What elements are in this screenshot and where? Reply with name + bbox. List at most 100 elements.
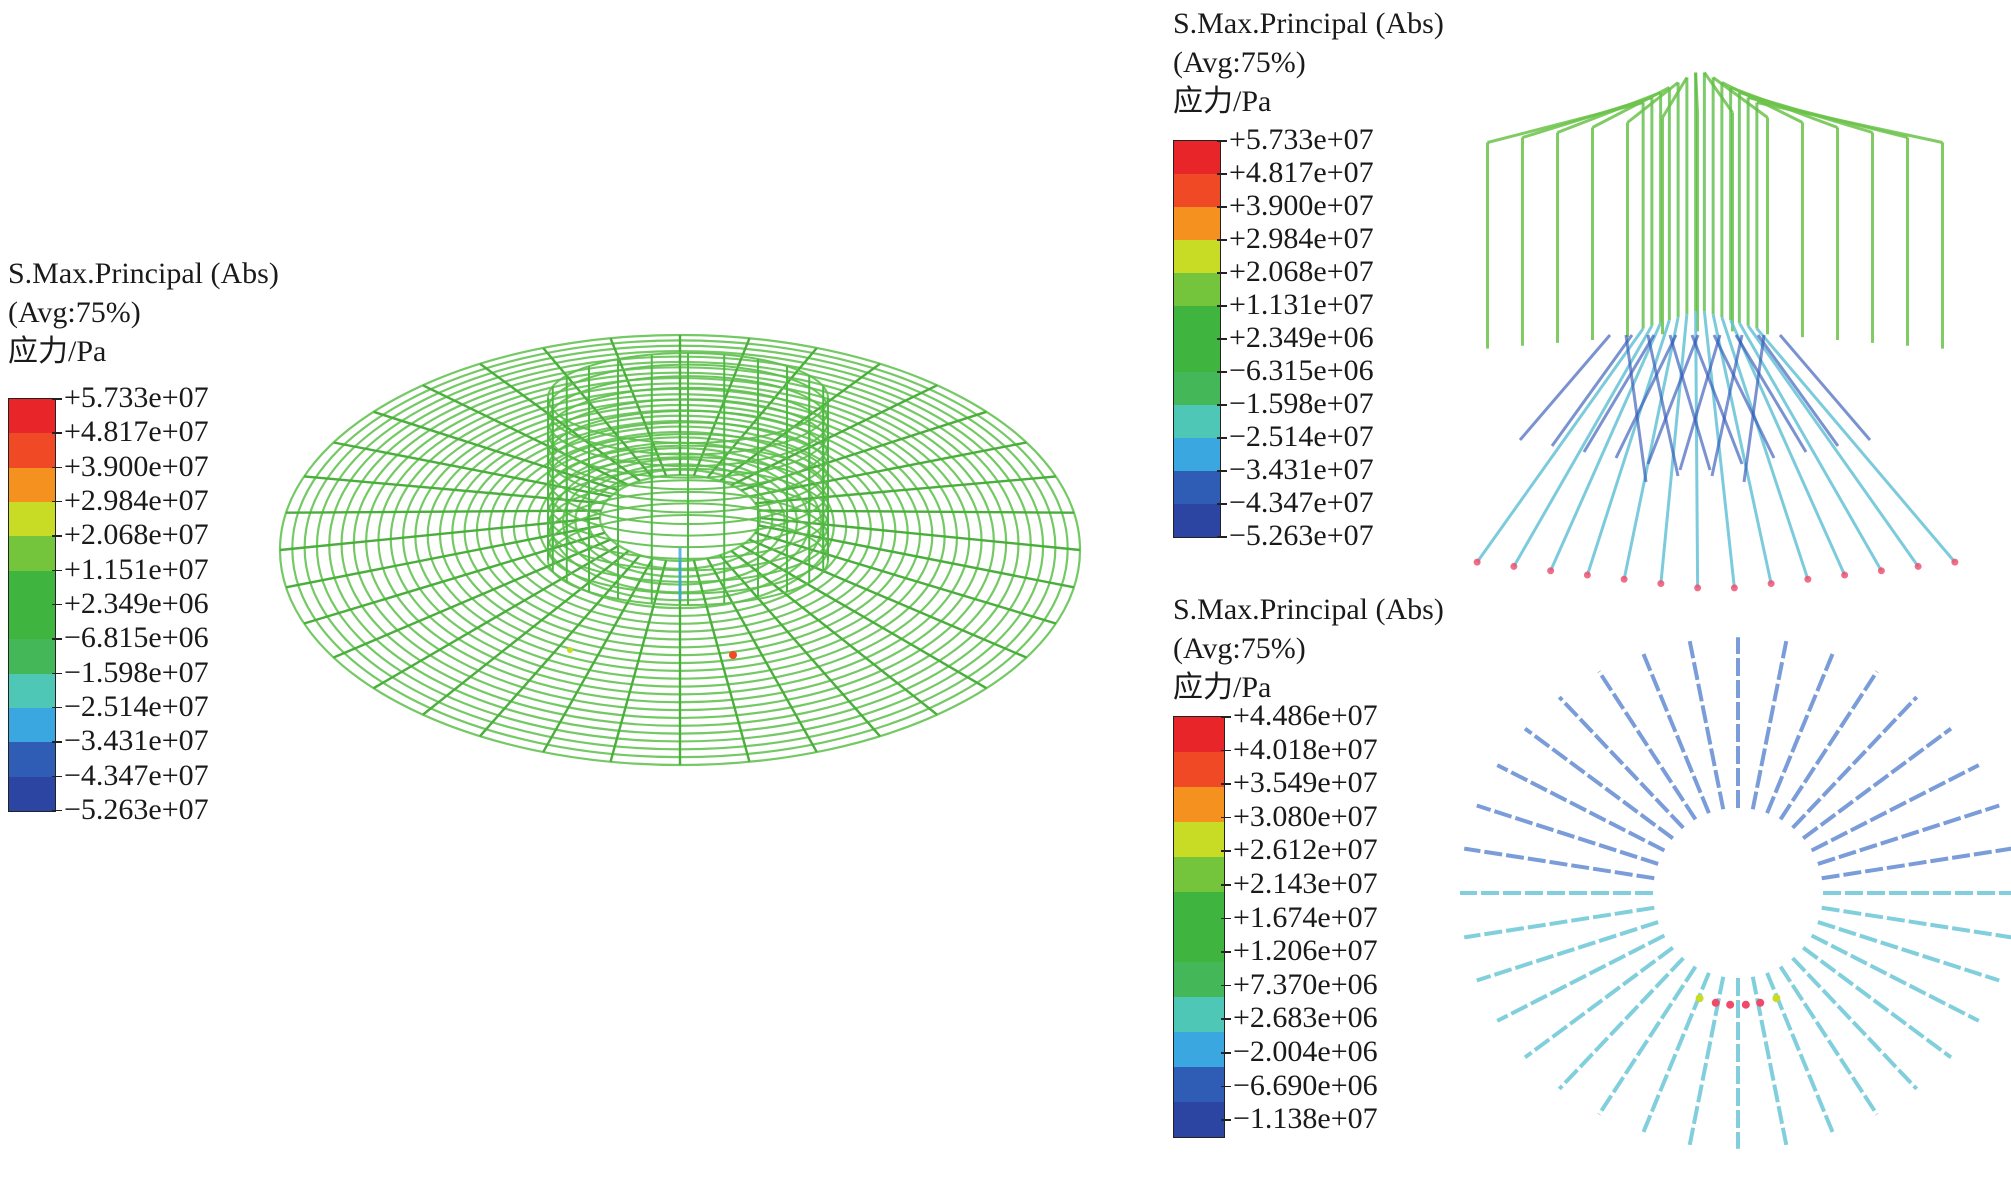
legend-tick bbox=[1217, 338, 1227, 340]
radial-beam bbox=[1690, 641, 1724, 809]
legend-tick bbox=[1217, 371, 1227, 373]
color-swatch bbox=[1174, 438, 1220, 471]
legend-tick bbox=[1221, 951, 1231, 953]
legend-subtitle: (Avg:75%) bbox=[8, 293, 268, 332]
legend-tick bbox=[1217, 437, 1227, 439]
legend-value: +1.131e+07 bbox=[1229, 288, 1374, 322]
stress-legend-side-view: S.Max.Principal (Abs) (Avg:75%) 应力/Pa +5… bbox=[1173, 4, 1473, 564]
legend-value: +2.683e+06 bbox=[1233, 1001, 1378, 1035]
legend-tick bbox=[52, 638, 62, 640]
legend-tick bbox=[52, 535, 62, 537]
legend-value: +1.674e+07 bbox=[1233, 901, 1378, 935]
legend-value: +4.817e+07 bbox=[1229, 156, 1374, 190]
stress-highlight bbox=[1756, 999, 1764, 1007]
legend-tick bbox=[1217, 206, 1227, 208]
color-swatch bbox=[9, 468, 55, 502]
legend-title: S.Max.Principal (Abs) bbox=[8, 254, 268, 293]
color-swatch bbox=[1174, 1032, 1224, 1067]
legend-tick bbox=[52, 810, 62, 812]
color-swatch bbox=[1174, 306, 1220, 339]
legend-tick bbox=[1221, 918, 1231, 920]
legend-tick bbox=[1217, 536, 1227, 538]
legend-tick bbox=[52, 776, 62, 778]
legend-value: −1.598e+07 bbox=[64, 656, 209, 690]
legend-value: +3.549e+07 bbox=[1233, 766, 1378, 800]
color-swatch bbox=[1174, 962, 1224, 997]
legend-value: +2.984e+07 bbox=[64, 484, 209, 518]
legend-tick bbox=[1217, 305, 1227, 307]
legend-unit: 应力/Pa bbox=[8, 332, 268, 371]
legend-tick bbox=[52, 467, 62, 469]
legend-value: +4.817e+07 bbox=[64, 415, 209, 449]
legend-value: −5.263e+07 bbox=[1229, 519, 1374, 553]
radial-beam bbox=[1753, 641, 1787, 809]
legend-value: −2.004e+06 bbox=[1233, 1035, 1378, 1069]
legend-value: −5.263e+07 bbox=[64, 793, 209, 827]
legend-tick bbox=[52, 604, 62, 606]
legend-tick bbox=[1217, 503, 1227, 505]
legend-tick bbox=[52, 673, 62, 675]
color-swatch bbox=[1174, 1067, 1224, 1102]
color-swatch bbox=[1174, 822, 1224, 857]
legend-value: +1.206e+07 bbox=[1233, 934, 1378, 968]
legend-value: −6.690e+06 bbox=[1233, 1069, 1378, 1103]
color-swatch bbox=[9, 571, 55, 605]
legend-tick bbox=[1221, 716, 1231, 718]
legend-tick bbox=[1217, 272, 1227, 274]
color-swatch bbox=[1174, 997, 1224, 1032]
legend-value: −1.138e+07 bbox=[1233, 1102, 1378, 1136]
color-swatch bbox=[9, 605, 55, 639]
legend-subtitle: (Avg:75%) bbox=[1173, 629, 1473, 668]
legend-tick bbox=[1221, 1018, 1231, 1020]
stress-legend-plan-view: S.Max.Principal (Abs) (Avg:75%) 应力/Pa +4… bbox=[1173, 590, 1473, 1150]
color-swatch bbox=[1174, 339, 1220, 372]
legend-value: +2.349e+06 bbox=[64, 587, 209, 621]
legend-value: +2.984e+07 bbox=[1229, 222, 1374, 256]
legend-tick bbox=[1217, 239, 1227, 241]
color-bar bbox=[8, 398, 56, 812]
legend-value: −4.347e+07 bbox=[64, 759, 209, 793]
color-swatch bbox=[1174, 207, 1220, 240]
legend-value: −3.431e+07 bbox=[1229, 453, 1374, 487]
legend-value: +7.370e+06 bbox=[1233, 968, 1378, 1002]
stress-legend-dome: S.Max.Principal (Abs) (Avg:75%) 应力/Pa +5… bbox=[8, 254, 268, 814]
legend-value: +4.018e+07 bbox=[1233, 733, 1378, 767]
color-swatch bbox=[9, 502, 55, 536]
legend-value: +2.143e+07 bbox=[1233, 867, 1378, 901]
legend-tick bbox=[1221, 750, 1231, 752]
color-swatch bbox=[1174, 857, 1224, 892]
legend-value: +2.349e+06 bbox=[1229, 321, 1374, 355]
color-swatch bbox=[1174, 752, 1224, 787]
color-swatch bbox=[9, 639, 55, 673]
legend-value: −2.514e+07 bbox=[64, 690, 209, 724]
stress-highlight bbox=[1772, 994, 1780, 1002]
legend-title: S.Max.Principal (Abs) bbox=[1173, 4, 1473, 43]
legend-tick bbox=[1221, 1086, 1231, 1088]
legend-tick bbox=[52, 501, 62, 503]
legend-tick bbox=[1221, 884, 1231, 886]
legend-tick bbox=[1217, 470, 1227, 472]
color-swatch bbox=[1174, 372, 1220, 405]
color-swatch bbox=[1174, 927, 1224, 962]
legend-tick bbox=[52, 707, 62, 709]
color-swatch bbox=[1174, 787, 1224, 822]
legend-value: +2.612e+07 bbox=[1233, 833, 1378, 867]
legend-value: +5.733e+07 bbox=[1229, 123, 1374, 157]
legend-unit: 应力/Pa bbox=[1173, 82, 1473, 121]
legend-value: +2.068e+07 bbox=[1229, 255, 1374, 289]
legend-subtitle: (Avg:75%) bbox=[1173, 43, 1473, 82]
color-swatch bbox=[9, 433, 55, 467]
legend-tick bbox=[1221, 985, 1231, 987]
legend-value: −6.315e+06 bbox=[1229, 354, 1374, 388]
stress-highlight bbox=[1696, 994, 1704, 1002]
legend-value: +2.068e+07 bbox=[64, 518, 209, 552]
stress-highlight bbox=[1742, 1001, 1750, 1009]
color-bar bbox=[1173, 716, 1225, 1138]
color-swatch bbox=[1174, 1102, 1224, 1137]
stress-highlight bbox=[1726, 1001, 1734, 1009]
legend-value: +5.733e+07 bbox=[64, 381, 209, 415]
legend-value: −1.598e+07 bbox=[1229, 387, 1374, 421]
color-swatch bbox=[1174, 717, 1224, 752]
radial-beam bbox=[1803, 948, 1951, 1058]
